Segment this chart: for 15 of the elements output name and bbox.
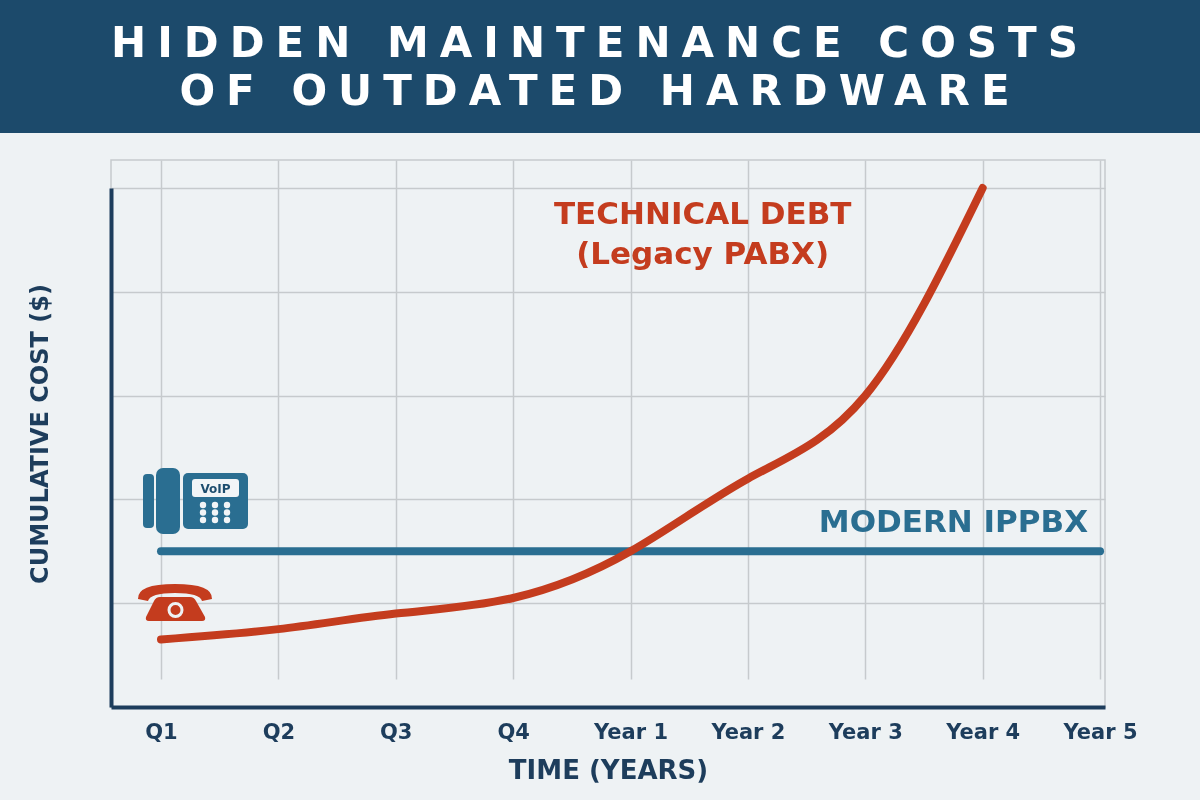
x-tick-label: Q2 xyxy=(262,719,296,744)
x-tick-label: Year 1 xyxy=(593,719,669,744)
x-tick-label: Year 3 xyxy=(827,719,903,744)
x-axis-title: TIME (YEARS) xyxy=(508,754,709,785)
x-tick-label: Q4 xyxy=(497,719,530,744)
x-tick-label: Year 2 xyxy=(710,719,786,744)
x-tick-label: Q1 xyxy=(145,719,178,744)
y-axis-title: CUMULATIVE COST ($) xyxy=(25,284,54,584)
series-label: MODERN IPPBX xyxy=(818,503,1089,540)
chart-title: HIDDEN MAINTENANCE COSTS OF OUTDATED HARDWARE xyxy=(110,18,1090,115)
x-tick-label: Year 4 xyxy=(945,719,1021,744)
text: TECHNICAL DEBT (Legacy PABX) xyxy=(553,195,852,271)
annotation: VoIP xyxy=(200,481,231,496)
x-tick-label: Year 5 xyxy=(1062,719,1138,744)
x-tick-label: Q3 xyxy=(380,719,413,744)
